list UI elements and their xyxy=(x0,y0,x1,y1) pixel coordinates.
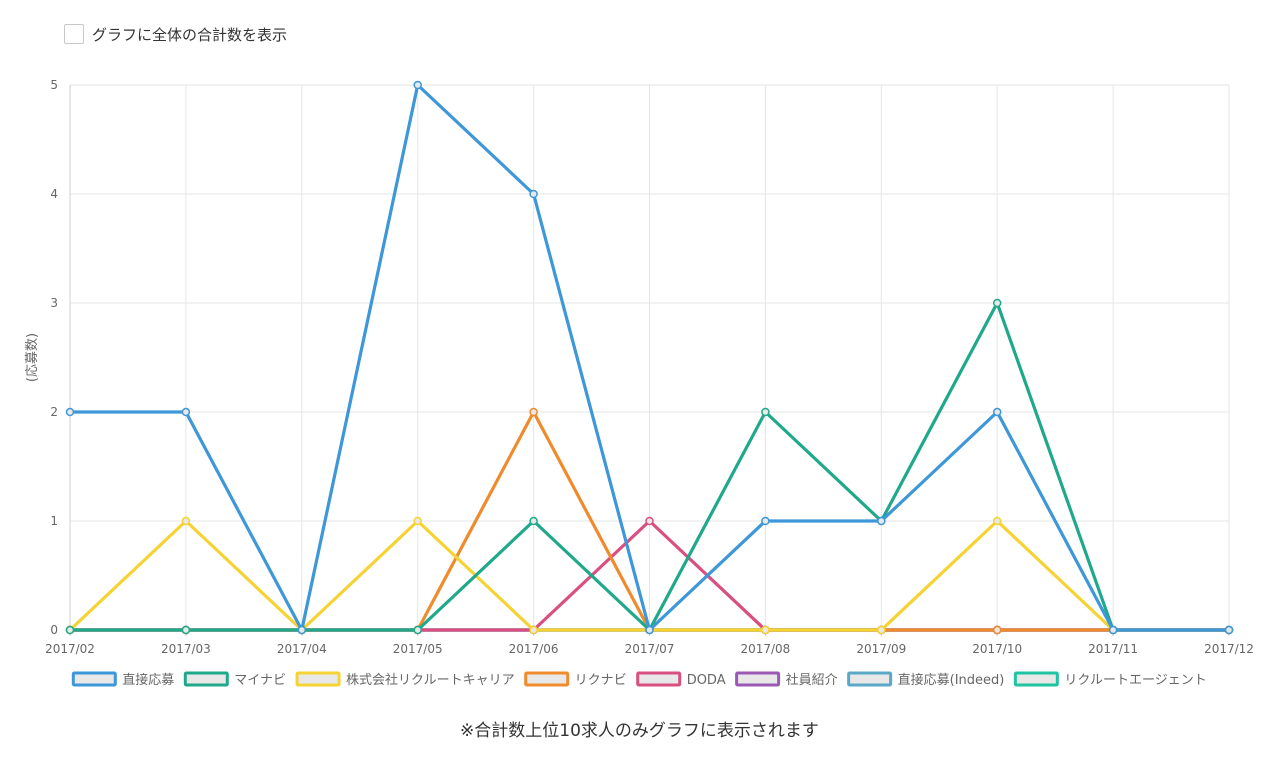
data-point xyxy=(1108,625,1118,635)
data-point xyxy=(181,516,191,526)
data-point xyxy=(645,625,654,635)
data-point xyxy=(877,625,886,635)
show-total-label: グラフに全体の合計数を表示 xyxy=(92,25,288,44)
data-point xyxy=(65,625,75,635)
y-tick-label: 4 xyxy=(50,187,58,201)
legend-swatch xyxy=(71,671,117,687)
legend-label: 株式会社リクルートキャリア xyxy=(346,672,515,688)
data-point xyxy=(413,625,422,635)
legend-item[interactable]: 直接応募(Indeed) xyxy=(847,671,1005,688)
data-point xyxy=(297,625,307,635)
y-axis-label: (応募数) xyxy=(25,333,40,382)
data-point xyxy=(413,80,422,90)
x-tick-label: 2017/11 xyxy=(1088,642,1138,656)
data-point xyxy=(413,516,422,526)
x-tick-label: 2017/03 xyxy=(161,642,211,656)
legend-label: DODA xyxy=(687,673,726,688)
data-point xyxy=(181,625,191,635)
legend-item[interactable]: マイナビ xyxy=(183,671,286,688)
legend-swatch xyxy=(524,671,570,687)
legend-item[interactable]: 社員紹介 xyxy=(735,671,838,688)
x-tick-label: 2017/05 xyxy=(393,642,443,656)
data-point xyxy=(992,407,1002,417)
applications-line-chart: 0 1 2 3 4 5 2017/02 2017/03 2017/04 2017/05 2017/0… xyxy=(25,78,1254,688)
legend-swatch xyxy=(735,671,781,687)
legend-label: リクルートエージェント xyxy=(1064,673,1206,688)
legend-swatch xyxy=(1013,671,1059,687)
x-tick-label: 2017/06 xyxy=(509,642,559,656)
data-point xyxy=(877,516,886,526)
legend-item[interactable]: 株式会社リクルートキャリア xyxy=(295,671,515,688)
data-point xyxy=(1224,625,1234,635)
legend-item[interactable]: リクナビ xyxy=(524,671,627,688)
show-total-toggle[interactable]: グラフに全体の合計数を表示 xyxy=(64,22,287,46)
legend-label: マイナビ xyxy=(234,673,286,688)
data-point xyxy=(761,625,770,635)
data-point xyxy=(992,298,1002,308)
data-point xyxy=(992,516,1002,526)
data-point xyxy=(529,516,538,526)
legend-item[interactable]: リクルートエージェント xyxy=(1013,671,1207,688)
legend-swatch xyxy=(295,671,341,687)
y-tick-label: 2 xyxy=(50,405,58,419)
legend-swatch xyxy=(183,671,229,687)
data-point xyxy=(645,516,654,526)
y-tick-label: 0 xyxy=(50,623,58,637)
legend-label: 直接応募(Indeed) xyxy=(898,672,1005,688)
legend-item[interactable]: 直接応募 xyxy=(71,671,174,688)
footnote: ※合計数上位10求人のみグラフに表示されます xyxy=(460,721,819,741)
legend-label: 直接応募 xyxy=(122,672,174,688)
show-total-checkbox[interactable] xyxy=(64,24,84,44)
y-tick-label: 1 xyxy=(50,514,58,528)
x-tick-label: 2017/04 xyxy=(277,642,327,656)
data-point xyxy=(761,407,770,417)
x-tick-label: 2017/02 xyxy=(45,642,95,656)
y-tick-label: 3 xyxy=(50,296,58,310)
data-point xyxy=(992,625,1002,635)
data-point xyxy=(65,407,75,417)
x-tick-label: 2017/09 xyxy=(856,642,906,656)
data-point xyxy=(761,516,770,526)
x-tick-label: 2017/07 xyxy=(625,642,675,656)
data-point xyxy=(529,189,538,199)
x-tick-label: 2017/08 xyxy=(740,642,790,656)
x-tick-label: 2017/10 xyxy=(972,642,1022,656)
legend-swatch xyxy=(636,671,682,687)
y-tick-label: 5 xyxy=(50,78,58,92)
legend-item[interactable]: DODA xyxy=(636,671,726,688)
legend-label: 社員紹介 xyxy=(786,672,838,688)
x-tick-label: 2017/12 xyxy=(1204,642,1254,656)
data-point xyxy=(181,407,191,417)
legend-swatch xyxy=(847,671,893,687)
legend-label: リクナビ xyxy=(575,673,627,688)
data-point xyxy=(529,407,538,417)
data-point xyxy=(529,625,538,635)
